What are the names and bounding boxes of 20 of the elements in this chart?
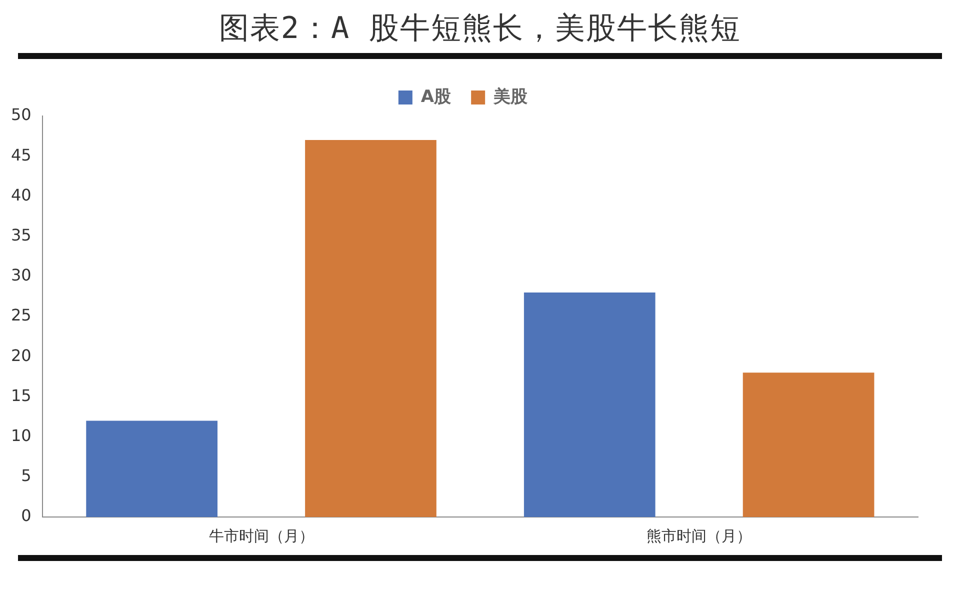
bar	[305, 140, 436, 517]
y-tick-label: 50	[11, 105, 32, 124]
bar	[742, 372, 874, 517]
chart-title: 图表2：A 股牛短熊长，美股牛长熊短	[218, 10, 742, 48]
y-tick-label: 45	[11, 145, 32, 164]
y-tick-label: 5	[21, 466, 32, 486]
x-tick-label: 牛市时间（月）	[208, 526, 314, 545]
bar	[524, 292, 656, 517]
legend-label: 美股	[492, 86, 529, 107]
y-tick-label: 20	[11, 346, 32, 365]
y-tick-label: 0	[21, 506, 32, 526]
y-tick-label: 10	[11, 426, 32, 445]
y-tick-label: 25	[11, 306, 32, 325]
x-tick-label: 熊市时间（月）	[646, 526, 752, 545]
legend-label: A股	[420, 86, 452, 107]
y-tick-label: 15	[11, 386, 32, 405]
y-tick-label: 40	[11, 185, 32, 204]
y-tick-label: 30	[11, 266, 32, 285]
bar	[86, 420, 218, 517]
y-tick-label: 35	[11, 225, 32, 244]
